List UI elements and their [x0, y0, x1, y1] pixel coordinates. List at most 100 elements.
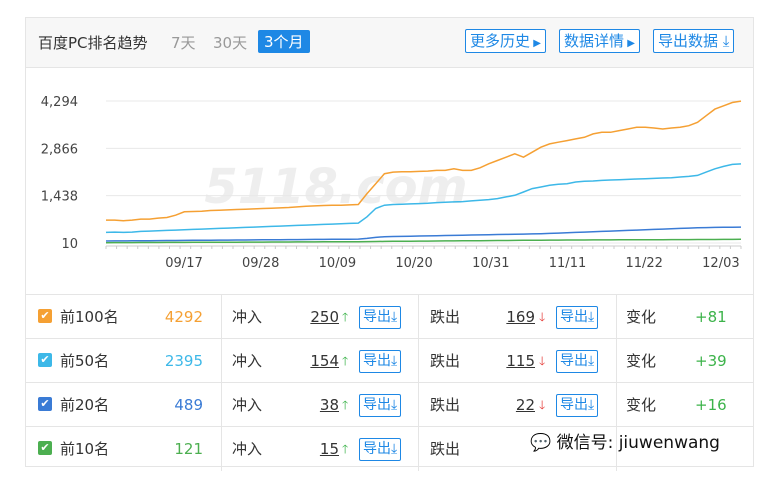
down-arrow-icon: 🡓 — [539, 310, 546, 324]
series-line-1 — [105, 163, 742, 234]
export-out-button[interactable]: 导出⤓ — [556, 350, 599, 373]
rank-label: 前10名 — [60, 440, 110, 458]
data-details-button[interactable]: 数据详情 ▶ — [559, 29, 640, 53]
out-label: 跌出 — [430, 308, 461, 326]
more-history-button[interactable]: 更多历史 ▶ — [465, 29, 546, 53]
chart-watermark: 5118.com — [204, 159, 467, 215]
export-out-button[interactable]: 导出⤓ — [556, 394, 599, 417]
out-value[interactable]: 22 — [515, 396, 535, 414]
checkbox[interactable]: ✔ — [38, 397, 52, 411]
column-divider — [221, 427, 222, 471]
ranking-trend-panel: 百度PC排名趋势 7天 30天 3个月 更多历史 ▶ 数据详情 ▶ 导出数据 ⤓… — [25, 17, 754, 471]
download-icon: ⤓ — [391, 309, 398, 325]
period-7d[interactable]: 7天 — [171, 34, 196, 52]
wechat-watermark: 💬 微信号: jiuwenwang — [530, 428, 720, 453]
up-arrow-icon: 🡑 — [342, 442, 349, 456]
panel-header: 百度PC排名趋势 7天 30天 3个月 更多历史 ▶ 数据详情 ▶ 导出数据 ⤓ — [26, 18, 753, 68]
ranking-row: ✔ 前20名 489 冲入 38 🡑 导出⤓ 跌出 22 🡓 导出⤓ 变化 +16 — [26, 382, 753, 427]
download-icon: ⤓ — [588, 309, 595, 325]
out-label: 跌出 — [430, 440, 461, 458]
up-arrow-icon: 🡑 — [342, 354, 349, 368]
ranking-row: ✔ 前100名 4292 冲入 250 🡑 导出⤓ 跌出 169 🡓 导出⤓ 变化 +81 — [26, 294, 753, 339]
column-divider — [418, 383, 419, 427]
export-label: 导出 — [560, 309, 588, 325]
down-arrow-icon: 🡓 — [539, 398, 546, 412]
column-divider — [616, 427, 617, 471]
x-tick-label: 11/22 — [625, 256, 662, 271]
export-in-button[interactable]: 导出⤓ — [359, 306, 402, 329]
download-icon: ⤓ — [391, 441, 398, 457]
rank-count: 121 — [174, 440, 203, 458]
column-divider — [221, 383, 222, 427]
x-tick-label: 09/17 — [165, 256, 202, 271]
x-tick-label: 10/20 — [395, 256, 432, 271]
rank-label: 前20名 — [60, 396, 110, 414]
y-tick-label: 1,438 — [41, 190, 78, 205]
y-tick-label: 10 — [61, 237, 78, 252]
change-label: 变化 — [626, 308, 657, 326]
change-label: 变化 — [626, 396, 657, 414]
wechat-icon: 💬 — [530, 433, 552, 453]
panel-title: 百度PC排名趋势 — [38, 34, 148, 52]
in-label: 冲入 — [232, 308, 263, 326]
export-in-button[interactable]: 导出⤓ — [359, 438, 402, 461]
out-label: 跌出 — [430, 352, 461, 370]
checkbox[interactable]: ✔ — [38, 309, 52, 323]
export-in-button[interactable]: 导出⤓ — [359, 394, 402, 417]
in-value[interactable]: 154 — [310, 352, 339, 370]
period-30d[interactable]: 30天 — [213, 34, 248, 52]
download-icon: ⤓ — [391, 353, 398, 369]
download-icon: ⤓ — [718, 32, 730, 50]
column-divider — [418, 295, 419, 339]
caret-right-icon: ▶ — [624, 38, 635, 49]
column-divider — [418, 339, 419, 383]
in-value[interactable]: 15 — [319, 440, 339, 458]
export-label: 导出 — [560, 353, 588, 369]
in-label: 冲入 — [232, 440, 263, 458]
y-tick-label: 2,866 — [41, 142, 78, 157]
column-divider — [616, 383, 617, 427]
rank-label: 前50名 — [60, 352, 110, 370]
checkbox[interactable]: ✔ — [38, 441, 52, 455]
ranking-row: ✔ 前10名 121 冲入 15 🡑 导出⤓ 跌出 — [26, 426, 753, 471]
in-value[interactable]: 38 — [319, 396, 339, 414]
export-data-label: 导出数据 — [658, 32, 719, 50]
watermark-text: 微信号: jiuwenwang — [556, 433, 720, 453]
export-label: 导出 — [363, 397, 391, 413]
up-arrow-icon: 🡑 — [342, 398, 349, 412]
out-value[interactable]: 115 — [506, 352, 535, 370]
out-label: 跌出 — [430, 396, 461, 414]
x-tick-label: 10/09 — [319, 256, 356, 271]
data-details-label: 数据详情 — [564, 32, 625, 50]
column-divider — [418, 427, 419, 471]
export-out-button[interactable]: 导出⤓ — [556, 306, 599, 329]
download-icon: ⤓ — [391, 397, 398, 413]
export-label: 导出 — [560, 397, 588, 413]
series-line-2 — [105, 226, 742, 242]
change-value: +16 — [695, 396, 727, 414]
y-tick-label: 4,294 — [41, 95, 78, 110]
out-value[interactable]: 169 — [506, 308, 535, 326]
up-arrow-icon: 🡑 — [342, 310, 349, 324]
ranking-row: ✔ 前50名 2395 冲入 154 🡑 导出⤓ 跌出 115 🡓 导出⤓ 变化 +39 — [26, 338, 753, 383]
in-label: 冲入 — [232, 352, 263, 370]
rank-count: 489 — [174, 396, 203, 414]
trend-chart: 5118.com 4,294 2,866 1,438 10 09/17 09/28 10/09… — [41, 95, 742, 271]
column-divider — [616, 295, 617, 339]
series-line-0 — [106, 100, 742, 222]
rank-count: 4292 — [164, 308, 203, 326]
x-tick-label: 09/28 — [242, 256, 279, 271]
column-divider — [221, 339, 222, 383]
export-label: 导出 — [363, 441, 391, 457]
export-data-button[interactable]: 导出数据 ⤓ — [653, 29, 735, 53]
checkbox[interactable]: ✔ — [38, 353, 52, 367]
export-in-button[interactable]: 导出⤓ — [359, 350, 402, 373]
download-icon: ⤓ — [588, 353, 595, 369]
download-icon: ⤓ — [588, 397, 595, 413]
change-value: +39 — [695, 352, 727, 370]
in-value[interactable]: 250 — [310, 308, 339, 326]
column-divider — [616, 339, 617, 383]
series-line-3 — [105, 238, 742, 244]
period-3m[interactable]: 3个月 — [258, 30, 310, 53]
change-label: 变化 — [626, 352, 657, 370]
